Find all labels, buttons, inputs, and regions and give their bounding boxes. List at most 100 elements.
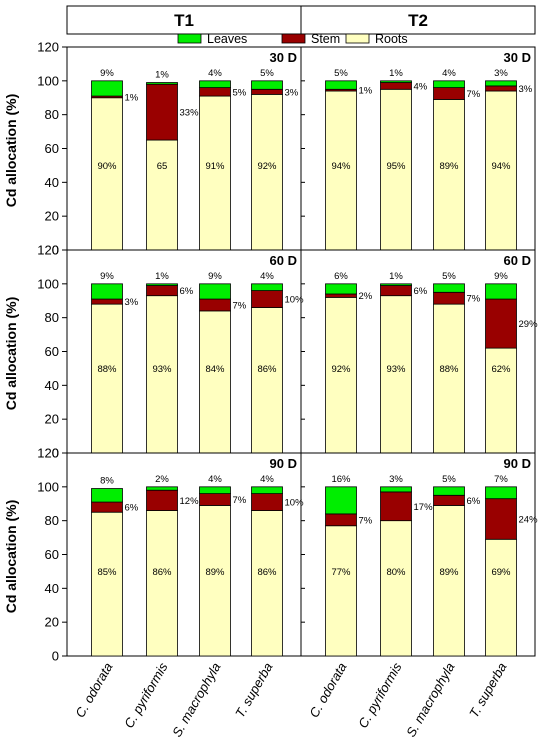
bar-roots — [199, 505, 231, 657]
bar-leaves — [199, 283, 231, 300]
y-tick-label: 60 — [45, 344, 59, 359]
y-tick-label: 0 — [52, 649, 59, 664]
bar-stem — [199, 298, 231, 312]
y-tick-label: 20 — [45, 615, 59, 630]
label-roots: 90% — [97, 161, 117, 172]
label-stem: 6% — [125, 503, 139, 514]
label-stem: 33% — [180, 108, 200, 119]
label-stem: 7% — [467, 89, 481, 100]
bar-roots — [485, 90, 517, 251]
bar-roots — [146, 295, 178, 454]
bar-roots — [325, 525, 357, 657]
bar-leaves — [251, 80, 283, 90]
label-leaves: 1% — [389, 271, 403, 282]
bar-stem — [91, 298, 123, 305]
label-roots: 65 — [157, 161, 168, 172]
panel-t2-30d: 30 D 94% 1% 5% 95% 4% 1% 89% 7% 4% 94% 3% 3% — [300, 46, 536, 251]
label-roots: 88% — [439, 364, 459, 375]
label-leaves: 9% — [208, 271, 222, 282]
label-roots: 88% — [97, 364, 117, 375]
bar-roots — [199, 95, 231, 251]
y-tick-label: 80 — [45, 310, 59, 325]
bar-leaves — [146, 82, 178, 85]
y-tick-label: 40 — [45, 581, 59, 596]
y-tick-label: 120 — [37, 446, 59, 461]
category-label: T. superba — [466, 660, 509, 720]
bar-leaves — [199, 80, 231, 89]
legend-swatch-roots — [345, 33, 370, 44]
bar-roots — [251, 510, 283, 657]
y-tick-label: 20 — [45, 209, 59, 224]
bar-leaves — [325, 486, 357, 515]
label-roots: 92% — [257, 161, 277, 172]
bar-roots — [91, 97, 123, 251]
label-roots: 86% — [152, 567, 172, 578]
bar-leaves — [91, 283, 123, 300]
y-tick-label: 120 — [37, 243, 59, 258]
label-leaves: 16% — [331, 474, 351, 485]
bar-stem — [485, 85, 517, 92]
bar-roots — [146, 139, 178, 251]
label-roots: 94% — [331, 161, 351, 172]
label-roots: 77% — [331, 567, 351, 578]
bar-stem — [485, 298, 517, 349]
bar-leaves — [325, 283, 357, 295]
legend-swatch-leaves — [177, 33, 202, 44]
bar-roots — [325, 296, 357, 454]
label-roots: 89% — [205, 567, 225, 578]
bar-leaves — [146, 283, 178, 286]
panel-period-label: 60 D — [270, 253, 297, 268]
label-roots: 86% — [257, 567, 277, 578]
bar-stem — [146, 489, 178, 511]
y-tick-label: 100 — [37, 479, 59, 494]
label-stem: 7% — [233, 300, 247, 311]
panel-t2-60d: 60 D 92% 2% 6% 93% 6% 1% 88% 7% 5% 62% 29% 9% — [300, 249, 538, 454]
y-tick-label: 60 — [45, 547, 59, 562]
bar-leaves — [485, 486, 517, 500]
bar-stem — [380, 82, 412, 90]
label-roots: 95% — [386, 161, 406, 172]
label-roots: 93% — [386, 364, 406, 375]
bar-stem — [199, 493, 231, 506]
category-label: T. superba — [232, 660, 275, 720]
bar-roots — [251, 307, 283, 454]
bar-stem — [199, 87, 231, 97]
label-leaves: 9% — [100, 271, 114, 282]
label-stem: 6% — [180, 286, 194, 297]
panel-period-label: 30 D — [504, 50, 531, 65]
y-tick-label: 0 — [52, 446, 59, 461]
label-roots: 89% — [439, 567, 459, 578]
label-leaves: 8% — [100, 476, 114, 487]
label-roots: 84% — [205, 364, 225, 375]
label-roots: 93% — [152, 364, 172, 375]
label-roots: 92% — [331, 364, 351, 375]
category-label: C. pyriformis — [121, 660, 171, 731]
panel-t2-90d: 90 D 77% 7% 16% 80% 17% 3% 89% 6% 5% 69% 24% 7% — [300, 452, 538, 657]
bar-roots — [433, 303, 465, 454]
y-tick-label: 40 — [45, 175, 59, 190]
legend-label-roots: Roots — [375, 32, 408, 46]
label-stem: 7% — [467, 294, 481, 305]
label-roots: 62% — [491, 364, 511, 375]
panel-period-label: 90 D — [270, 456, 297, 471]
label-stem: 2% — [359, 291, 373, 302]
column-header-box — [66, 5, 302, 35]
bar-stem — [146, 83, 178, 141]
y-axis-label: Cd allocation (%) — [3, 500, 19, 614]
panel-t1-60d: 60 D 0 20 40 60 80 100 120 88% 3% 9% 93% 6% 1% 84% 7% 9%… — [37, 243, 304, 461]
bar-stem — [380, 491, 412, 522]
y-tick-label: 80 — [45, 513, 59, 528]
legend-label-stem: Stem — [311, 32, 340, 46]
bar-roots — [91, 511, 123, 657]
label-stem: 17% — [414, 502, 434, 513]
bar-roots — [485, 538, 517, 657]
bar-leaves — [380, 283, 412, 286]
label-leaves: 4% — [260, 271, 274, 282]
label-stem: 3% — [285, 87, 299, 98]
label-roots: 94% — [491, 161, 511, 172]
label-leaves: 5% — [442, 271, 456, 282]
bar-stem — [146, 285, 178, 297]
bar-leaves — [380, 486, 412, 493]
label-leaves: 1% — [155, 70, 169, 81]
